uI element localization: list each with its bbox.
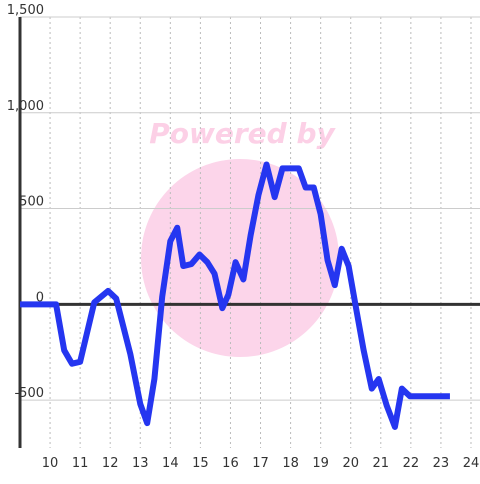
data-line [20, 161, 450, 430]
x-tick-label: 20 [342, 456, 359, 471]
x-tick-label: 23 [433, 456, 450, 471]
x-tick-label: 10 [42, 456, 59, 471]
x-tick-label: 16 [222, 456, 239, 471]
x-tick-label: 15 [192, 456, 209, 471]
x-tick-label: 21 [373, 456, 390, 471]
y-tick-label: 500 [19, 195, 44, 210]
y-tick-label: -500 [14, 386, 44, 401]
x-tick-label: 17 [252, 456, 269, 471]
y-tick-label: 1,500 [7, 3, 44, 18]
x-tick-label: 14 [162, 456, 179, 471]
y-tick-label: 1,000 [7, 99, 44, 114]
x-tick-label: 18 [282, 456, 299, 471]
x-tick-label: 12 [102, 456, 119, 471]
x-tick-label: 24 [463, 456, 480, 471]
y-tick-label: 0 [36, 290, 44, 305]
x-tick-label: 11 [72, 456, 89, 471]
x-tick-label: 13 [132, 456, 149, 471]
x-tick-label: 19 [312, 456, 329, 471]
watermark: Powered by [149, 117, 336, 150]
x-tick-label: 22 [403, 456, 420, 471]
